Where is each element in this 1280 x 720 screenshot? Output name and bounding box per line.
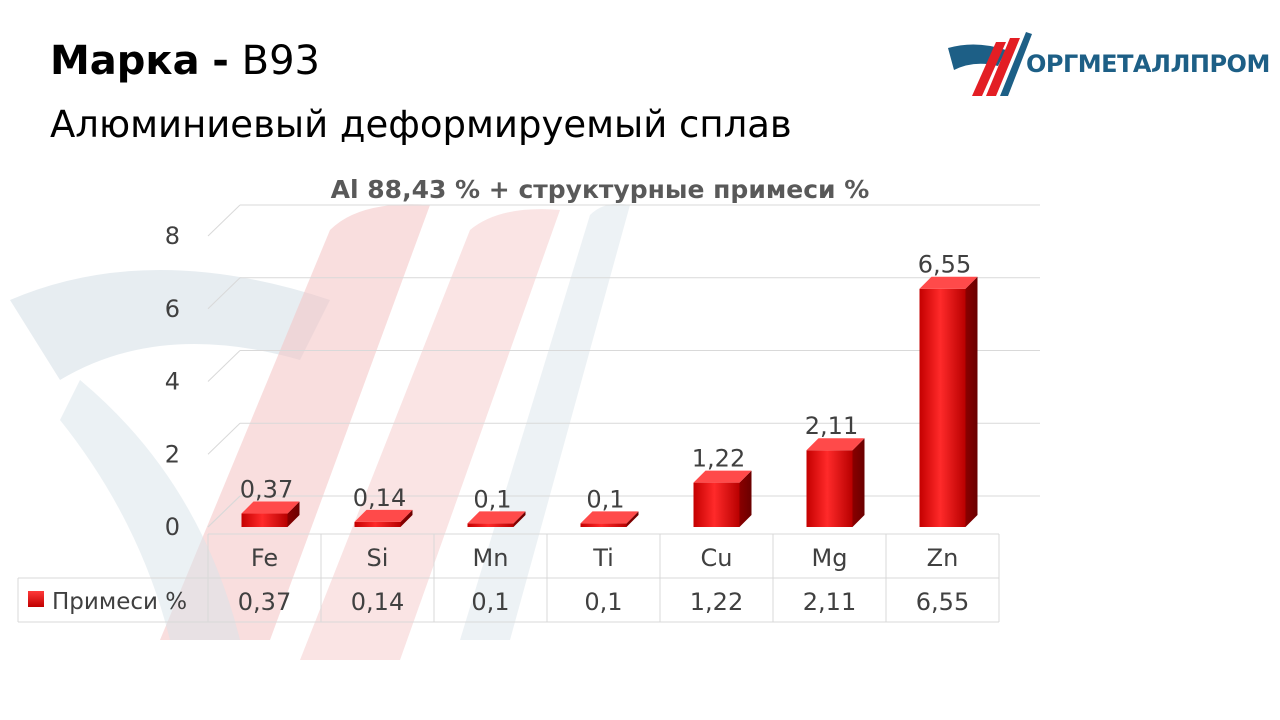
bar-side: [626, 511, 639, 527]
gridline-diagonal: [207, 350, 241, 382]
company-logo-icon: [948, 32, 1032, 96]
table-value: 0,1: [471, 588, 509, 616]
bar-front: [241, 513, 288, 527]
gridline-diagonal: [207, 277, 241, 310]
bar-side: [513, 511, 526, 527]
data-label: 1,22: [692, 445, 745, 473]
bar-front: [693, 482, 740, 527]
bar-front: [467, 523, 514, 527]
bar-zn: 6,55: [918, 251, 978, 527]
bar-si: 0,14: [353, 484, 413, 527]
bar-top: [580, 511, 639, 524]
bar-mn: 0,1: [467, 485, 526, 527]
legend-series-name: Примеси %: [52, 589, 187, 615]
bar-side: [739, 470, 752, 527]
category-label: Zn: [927, 544, 959, 572]
y-tick-label: 8: [165, 222, 180, 250]
bar-mg: 2,11: [805, 412, 865, 527]
bar-top: [467, 511, 526, 524]
bar-side: [965, 276, 978, 527]
bar-front: [806, 450, 853, 527]
bar-cu: 1,22: [692, 445, 752, 527]
data-label: 0,37: [240, 476, 293, 504]
bar-top: [919, 276, 978, 289]
gridline-diagonal: [207, 204, 241, 237]
bar-top: [354, 509, 413, 522]
bar-side: [852, 438, 865, 527]
category-label: Fe: [251, 544, 278, 572]
bar-side: [287, 501, 300, 527]
company-logo-text: ОРГМЕТАЛЛПРОМ: [1026, 50, 1270, 78]
category-label: Si: [367, 544, 389, 572]
page-title: Марка - В93: [50, 38, 320, 84]
table-value: 0,14: [351, 588, 404, 616]
table-value: 1,22: [690, 588, 743, 616]
data-label: 0,1: [473, 485, 511, 513]
data-label: 0,14: [353, 484, 406, 512]
y-tick-label: 4: [165, 368, 180, 396]
brand-label: Марка: [50, 38, 200, 84]
table-value: 0,37: [238, 588, 291, 616]
gridline-diagonal: [207, 422, 241, 455]
bar-side: [400, 509, 413, 527]
bar-top: [693, 470, 752, 483]
category-label: Ti: [592, 544, 614, 572]
bar-ti: 0,1: [580, 485, 639, 527]
table-value: 0,1: [584, 588, 622, 616]
category-label: Cu: [701, 544, 733, 572]
y-tick-label: 6: [165, 295, 180, 323]
bar-front: [354, 521, 401, 527]
data-label: 0,1: [586, 485, 624, 513]
data-label: 6,55: [918, 251, 971, 279]
bar-front: [580, 523, 627, 527]
legend-swatch: [28, 591, 44, 607]
bar-front: [919, 288, 966, 527]
table-value: 6,55: [916, 588, 969, 616]
bar-top: [241, 501, 300, 514]
category-label: Mn: [473, 544, 509, 572]
grade-name: В93: [241, 38, 320, 84]
axis-floor-diagonal: [207, 495, 241, 528]
page-subtitle: Алюминиевый деформируемый сплав: [50, 103, 792, 146]
data-label: 2,11: [805, 412, 858, 440]
y-tick-label: 2: [165, 440, 180, 468]
chart-title: Al 88,43 % + структурные примеси %: [331, 175, 870, 204]
title-separator: -: [212, 38, 229, 84]
bar-top: [806, 438, 865, 451]
y-tick-label: 0: [165, 513, 180, 541]
table-value: 2,11: [803, 588, 856, 616]
bar-fe: 0,37: [240, 476, 300, 527]
category-label: Mg: [812, 544, 848, 572]
